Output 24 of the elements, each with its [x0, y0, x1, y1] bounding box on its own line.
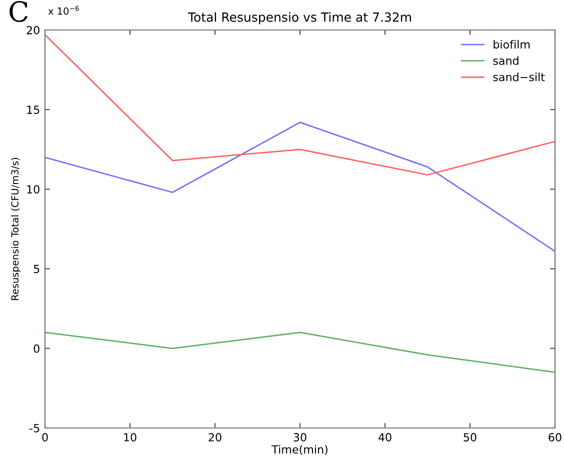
y-tick-label: -5 [30, 424, 40, 432]
line-series [45, 34, 555, 176]
legend-label: sand−silt [493, 72, 545, 82]
x-tick-label: 0 [42, 433, 48, 442]
y-tick-label: 5 [34, 264, 40, 274]
y-tick-label: 0 [34, 344, 40, 353]
x-tick-label: 10 [124, 433, 136, 442]
x-tick-label: 30 [294, 433, 306, 442]
y-tick-label: 10 [27, 185, 40, 194]
x-tick-label: 50 [464, 433, 476, 442]
legend-label: sand [493, 56, 518, 65]
x-axis-title: Time(min) [272, 445, 328, 455]
chart-title: Total Resuspensio vs Time at 7.32m [188, 12, 411, 24]
y-axis-title: Resuspensio Total (CFU/m3/s) [11, 158, 20, 300]
legend-label: biofilm [494, 40, 530, 49]
text: x 10$^{−6}$ [48, 6, 79, 15]
line-series [45, 332, 555, 373]
x-tick-label: 60 [548, 433, 562, 442]
y-tick-label: 15 [27, 106, 40, 114]
x-tick-label: 20 [208, 433, 222, 442]
y-tick-label: 20 [26, 26, 40, 34]
x-tick-label: 40 [378, 433, 392, 442]
line-series [45, 122, 555, 252]
text: C [10, 1, 28, 22]
